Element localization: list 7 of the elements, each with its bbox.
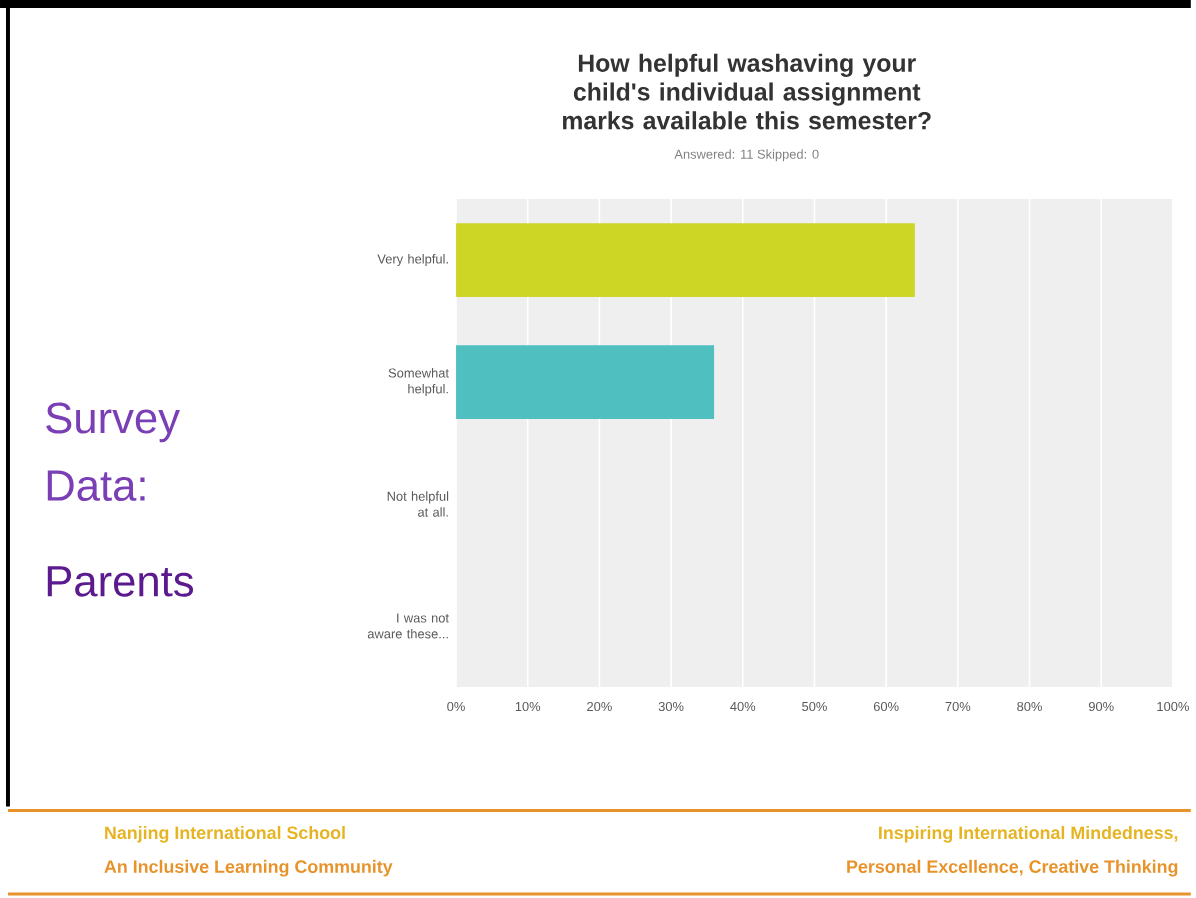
text: Survey Data: <box>46 402 180 501</box>
text: Parents <box>47 566 194 597</box>
chart-title: How helpful washaving your child's individual assignment marks available this semester? <box>563 53 931 130</box>
text: Personal Excellence, Creative Thinking <box>847 859 1178 877</box>
text: An Inclusive Learning Community <box>104 859 393 877</box>
text: Inspiring International Mindedness, <box>879 825 1178 843</box>
text: Nanjing International School <box>105 825 345 843</box>
